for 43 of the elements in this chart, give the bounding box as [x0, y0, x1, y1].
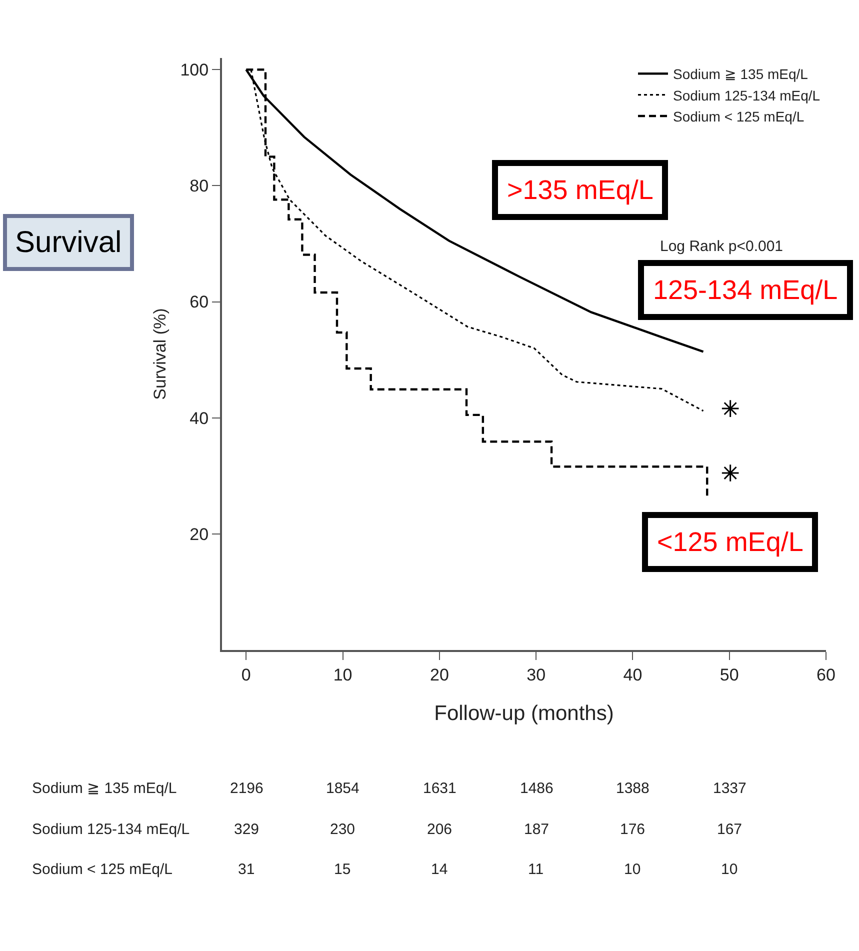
- legend-label: Sodium < 125 mEq/L: [673, 108, 804, 124]
- text: 176: [620, 821, 646, 838]
- text: 10: [624, 861, 641, 878]
- text: 1486: [520, 780, 554, 797]
- annotation: Log Rank p<0.001: [660, 238, 784, 255]
- text: 15: [334, 861, 351, 878]
- text: 167: [717, 821, 742, 838]
- text: Sodium 125-134 mEq/L: [32, 821, 190, 838]
- text: 1337: [713, 780, 746, 797]
- x-tick-label: 0: [241, 665, 251, 684]
- text: 206: [427, 821, 452, 838]
- text: 11: [528, 861, 544, 878]
- y-axis-title: Survival (%): [150, 308, 170, 400]
- y-tick-label: 60: [190, 292, 209, 312]
- text: 31: [238, 861, 255, 878]
- x-tick-label: 20: [430, 665, 449, 684]
- x-tick-label: 30: [526, 665, 546, 684]
- text: 2196: [230, 780, 264, 797]
- annotation: <125 mEq/L: [657, 527, 804, 557]
- text: 1631: [423, 780, 456, 797]
- legend-label: Sodium 125-134 mEq/L: [673, 87, 820, 104]
- text: Sodium ≧ 135 mEq/L: [32, 780, 177, 797]
- text: Sodium < 125 mEq/L: [32, 861, 173, 878]
- x-tick-label: 60: [816, 665, 836, 684]
- text: 230: [330, 821, 356, 838]
- annotation: 125-134 mEq/L: [653, 275, 838, 305]
- text: Survival: [15, 226, 122, 259]
- text: 10: [721, 861, 738, 878]
- text: 1854: [326, 780, 360, 797]
- x-axis-title: Follow-up (months): [434, 702, 614, 726]
- x-tick-label: 40: [623, 665, 642, 684]
- x-tick-label: 10: [333, 665, 352, 684]
- y-tick-label: 40: [190, 408, 209, 428]
- text: 329: [234, 821, 260, 838]
- text: 1388: [616, 780, 650, 797]
- annotation: >135 mEq/L: [507, 175, 654, 205]
- text: 14: [431, 861, 448, 878]
- y-tick-label: 100: [180, 60, 209, 80]
- y-tick-label: 20: [190, 524, 209, 544]
- y-tick-label: 80: [190, 176, 209, 196]
- text: 187: [524, 821, 550, 838]
- x-tick-label: 50: [720, 665, 739, 684]
- legend-label: Sodium ≧ 135 mEq/L: [673, 66, 808, 82]
